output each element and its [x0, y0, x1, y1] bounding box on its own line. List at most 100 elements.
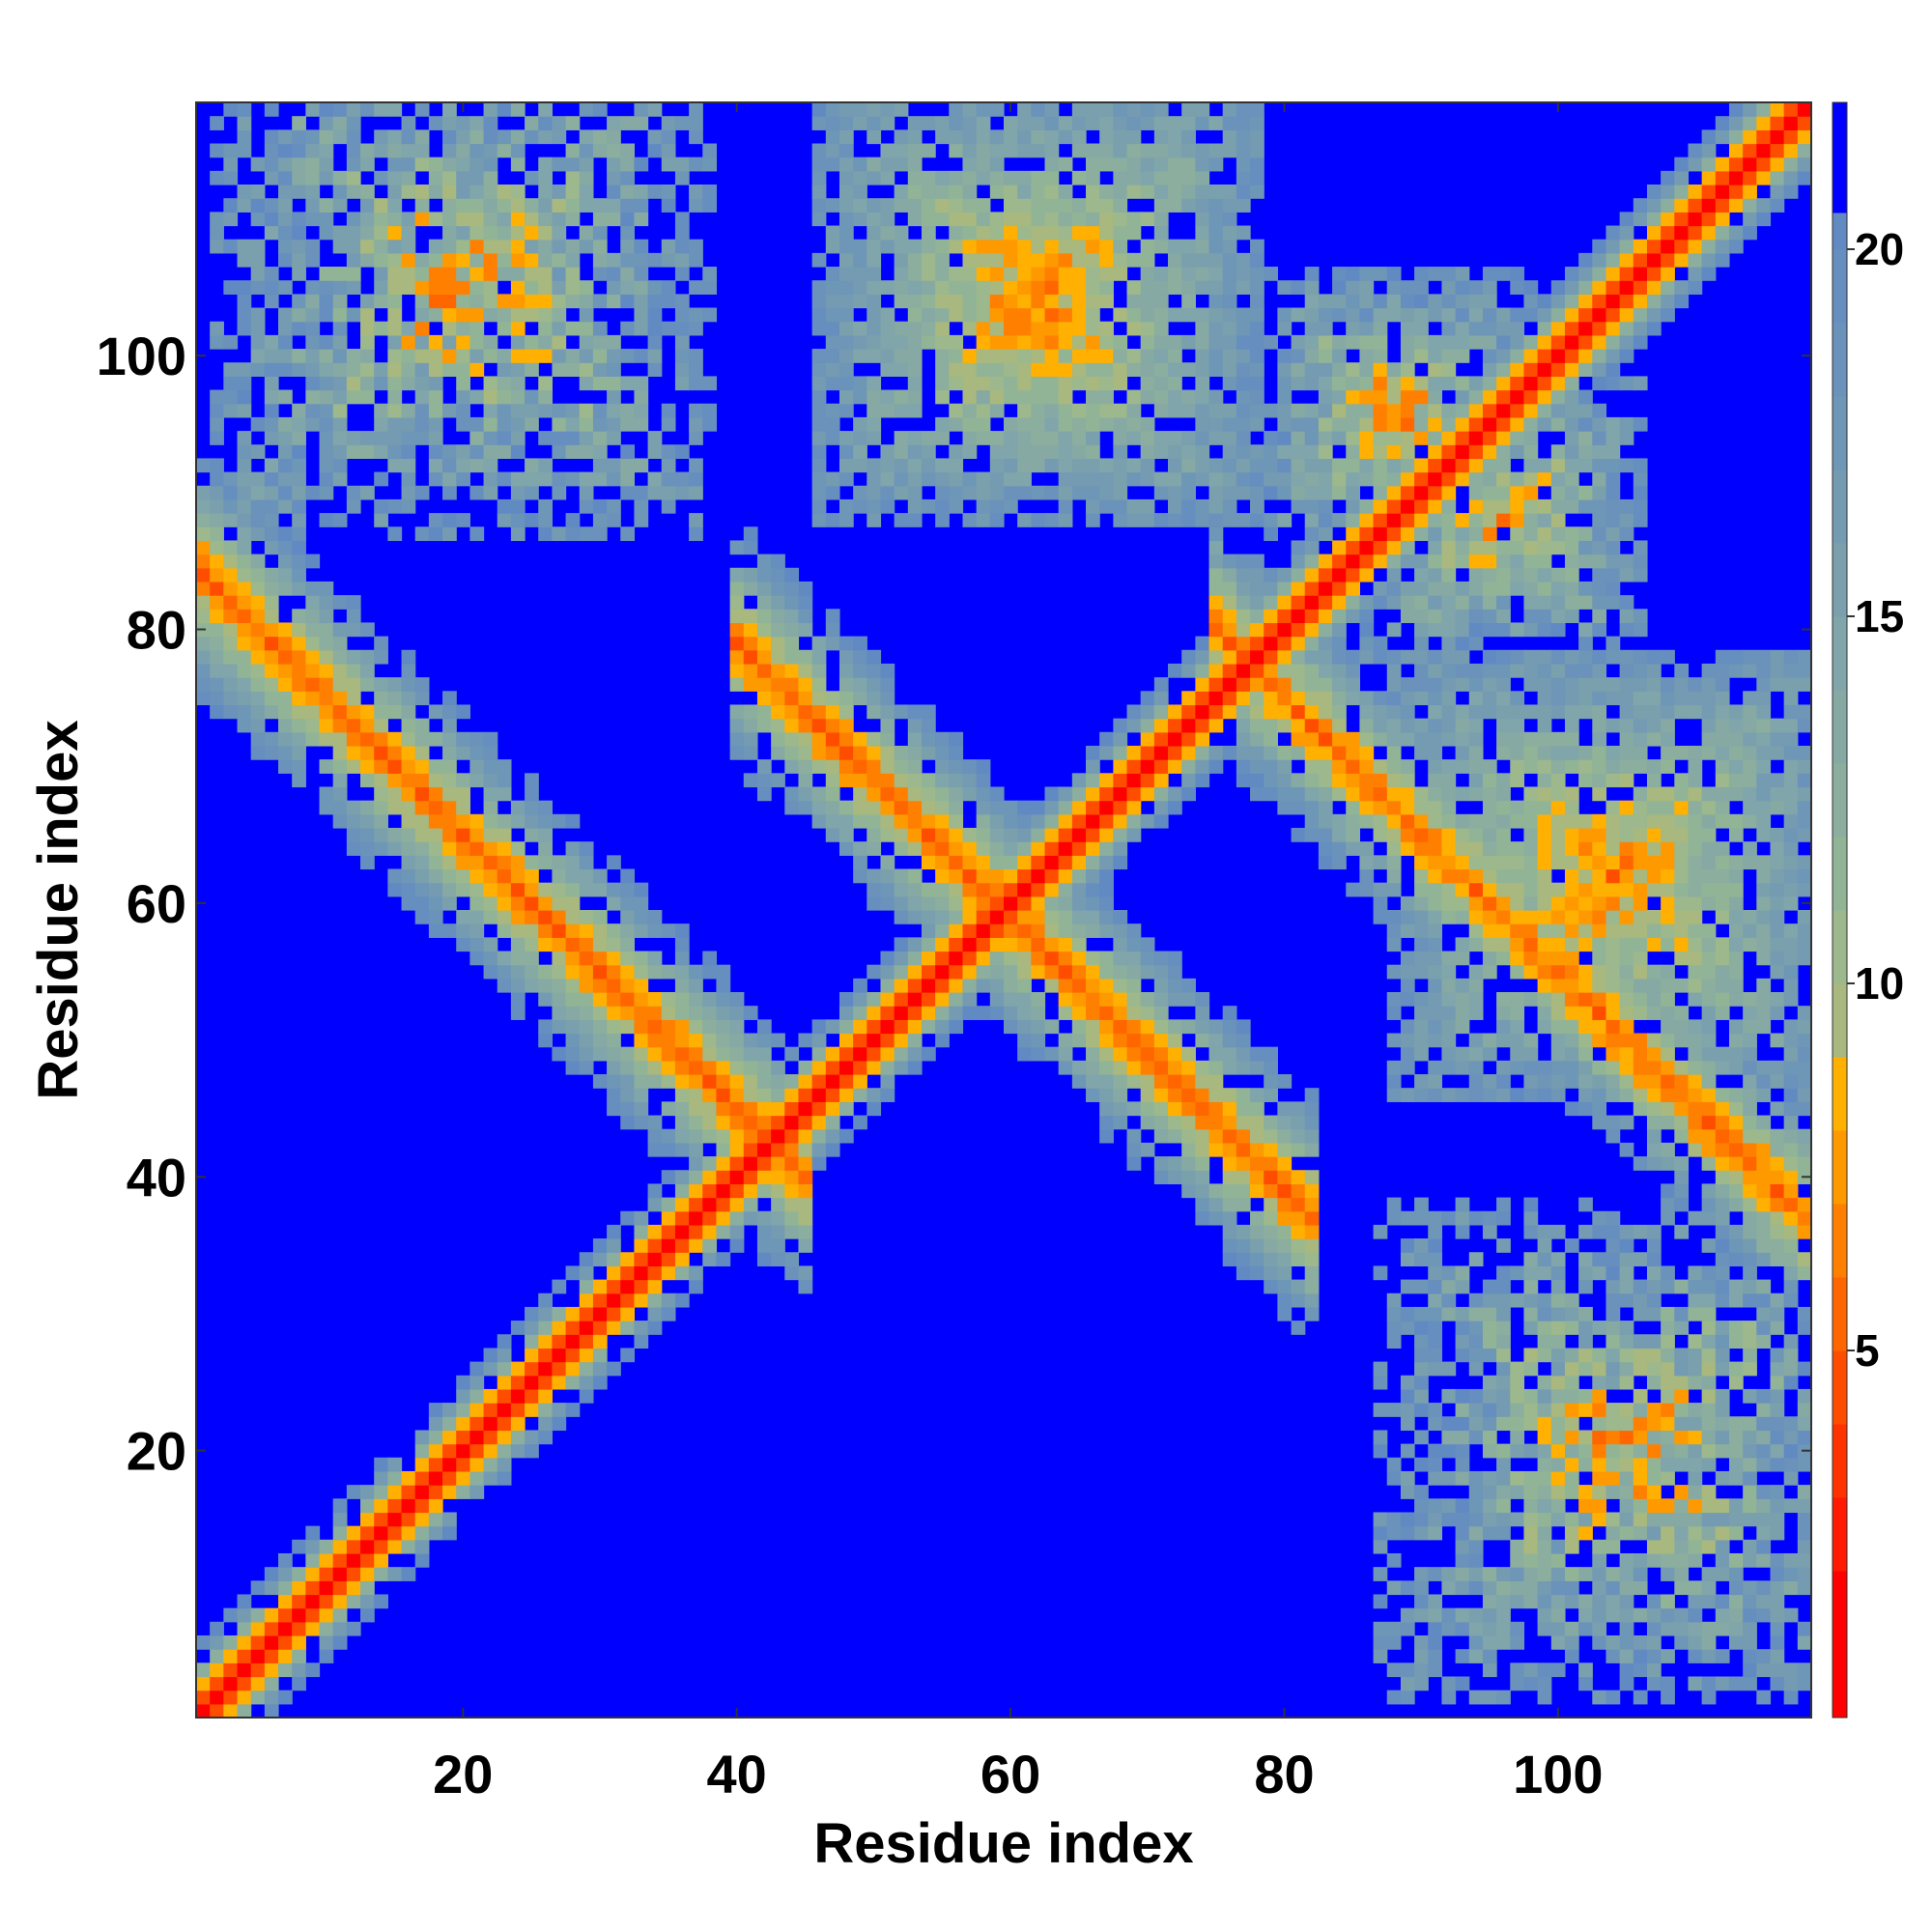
- heatmap-cell: [278, 759, 293, 774]
- heatmap-cell: [620, 978, 636, 993]
- heatmap-cell: [1250, 129, 1264, 145]
- heatmap-cell: [1332, 773, 1347, 788]
- heatmap-cell: [538, 280, 554, 295]
- heatmap-cell: [1195, 376, 1210, 391]
- heatmap-cell: [743, 1210, 758, 1226]
- heatmap-cell: [319, 1621, 334, 1636]
- heatmap-cell: [1304, 1306, 1320, 1321]
- heatmap-cell: [360, 252, 375, 268]
- heatmap-cell: [1400, 280, 1415, 295]
- heatmap-cell: [1250, 485, 1264, 500]
- heatmap-cell: [1537, 855, 1552, 870]
- heatmap-cell: [250, 185, 266, 199]
- heatmap-cell: [1318, 485, 1333, 500]
- heatmap-cell: [1468, 868, 1484, 884]
- heatmap-cell: [292, 1567, 306, 1581]
- heatmap-cell: [579, 170, 594, 185]
- heatmap-cell: [634, 882, 649, 897]
- heatmap-cell: [1414, 1210, 1429, 1226]
- heatmap-cell: [1318, 581, 1333, 596]
- heatmap-cell: [1004, 868, 1018, 884]
- heatmap-cell: [853, 170, 867, 185]
- heatmap-cell: [442, 252, 457, 268]
- heatmap-cell: [278, 170, 293, 185]
- heatmap-cell: [1291, 1224, 1306, 1239]
- heatmap-cell: [401, 485, 416, 500]
- heatmap-cell: [1291, 1197, 1306, 1212]
- heatmap-cell: [292, 156, 306, 172]
- heatmap-cell: [1523, 1265, 1539, 1281]
- heatmap-cell: [798, 704, 813, 720]
- heatmap-cell: [592, 198, 608, 213]
- heatmap-cell: [1017, 321, 1032, 336]
- heatmap-cell: [387, 498, 403, 514]
- heatmap-cell: [1346, 882, 1361, 897]
- heatmap-cell: [607, 1019, 621, 1035]
- heatmap-cell: [552, 156, 567, 172]
- heatmap-cell: [838, 649, 854, 665]
- heatmap-cell: [935, 978, 950, 993]
- heatmap-cell: [1126, 1060, 1142, 1075]
- heatmap-cell: [1153, 786, 1169, 802]
- heatmap-cell: [1153, 759, 1169, 774]
- heatmap-cell: [237, 198, 252, 213]
- heatmap-cell: [935, 389, 950, 405]
- heatmap-cell: [1195, 1033, 1210, 1048]
- heatmap-cell: [1386, 458, 1402, 473]
- heatmap-cell: [1482, 1348, 1497, 1363]
- heatmap-cell: [1537, 1224, 1552, 1239]
- heatmap-cell: [1044, 362, 1060, 377]
- heatmap-cell: [838, 704, 854, 720]
- heatmap-cell: [989, 827, 1005, 842]
- heatmap-cell: [237, 1649, 252, 1663]
- heatmap-cell: [1414, 800, 1429, 815]
- heatmap-cell: [469, 1375, 485, 1390]
- heatmap-cell: [237, 1634, 252, 1650]
- heatmap-cell: [223, 170, 239, 185]
- heatmap-cell: [1359, 745, 1375, 760]
- heatmap-cell: [401, 416, 416, 432]
- heatmap-cell: [1168, 513, 1182, 527]
- heatmap-cell: [510, 198, 526, 213]
- heatmap-cell: [1181, 143, 1196, 158]
- heatmap-cell: [579, 1321, 594, 1335]
- heatmap-cell: [1099, 143, 1114, 158]
- heatmap-cell: [620, 1293, 636, 1308]
- heatmap-cell: [634, 102, 649, 117]
- heatmap-cell: [949, 773, 964, 788]
- heatmap-cell: [1455, 649, 1470, 665]
- heatmap-cell: [1318, 498, 1333, 514]
- heatmap-cell: [756, 691, 772, 706]
- heatmap-cell: [838, 321, 854, 336]
- heatmap-cell: [771, 1128, 785, 1144]
- heatmap-cell: [880, 704, 895, 720]
- heatmap-cell: [483, 280, 498, 295]
- heatmap-cell: [1482, 567, 1497, 582]
- heatmap-cell: [1017, 868, 1032, 884]
- heatmap-cell: [1523, 1594, 1539, 1609]
- heatmap-cell: [1346, 444, 1361, 460]
- heatmap-cell: [250, 252, 266, 268]
- heatmap-cell: [525, 334, 539, 350]
- heatmap-cell: [196, 1634, 211, 1650]
- heatmap-cell: [1058, 239, 1073, 254]
- heatmap-cell: [1044, 485, 1060, 500]
- heatmap-cell: [1222, 458, 1237, 473]
- heatmap-cell: [962, 116, 978, 130]
- heatmap-cell: [250, 581, 266, 596]
- heatmap-cell: [1428, 964, 1443, 980]
- heatmap-cell: [1044, 143, 1060, 158]
- heatmap-cell: [1086, 1074, 1100, 1089]
- heatmap-cell: [949, 745, 964, 760]
- heatmap-cell: [976, 198, 991, 213]
- heatmap-cell: [989, 498, 1005, 514]
- heatmap-cell: [237, 1662, 252, 1678]
- heatmap-cell: [1400, 704, 1415, 720]
- heatmap-cell: [1086, 267, 1100, 281]
- heatmap-cell: [756, 773, 772, 788]
- heatmap-cell: [223, 663, 239, 678]
- heatmap-cell: [1264, 1128, 1278, 1144]
- heatmap-cell: [729, 731, 745, 747]
- heatmap-cell: [250, 498, 266, 514]
- heatmap-cell: [620, 1279, 636, 1294]
